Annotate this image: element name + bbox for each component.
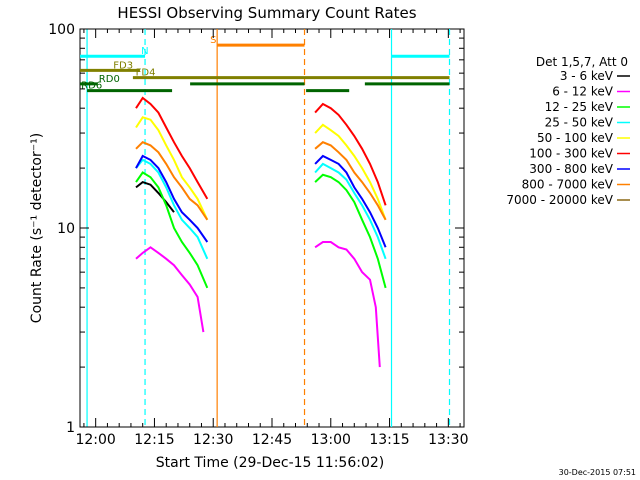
legend-label-2: 12 - 25 keV xyxy=(545,100,614,114)
x-tick-label-0: 12:00 xyxy=(75,432,115,448)
timestamp-label: 30-Dec-2015 07:51 xyxy=(559,468,636,477)
x-axis-label: Start Time (29-Dec-15 11:56:02) xyxy=(156,455,384,471)
series-lines xyxy=(135,96,387,368)
legend-label-4: 50 - 100 keV xyxy=(537,131,614,145)
series-1-segment-0 xyxy=(135,246,205,333)
x-tick-label-2: 12:30 xyxy=(193,432,233,448)
series-5-segment-0 xyxy=(135,96,209,200)
legend-label-6: 300 - 800 keV xyxy=(529,162,613,176)
y-tick-label-2: 100 xyxy=(48,22,75,38)
series-4-segment-1 xyxy=(314,123,387,221)
y-axis: 1 10 100 xyxy=(48,22,464,436)
y-tick-label-0: 1 xyxy=(66,420,75,436)
flag-rd0-label: RD0 xyxy=(99,74,120,85)
series-1-segment-1 xyxy=(314,241,381,368)
x-tick-label-4: 13:00 xyxy=(311,432,351,448)
series-6-segment-1 xyxy=(314,154,387,248)
legend-label-8: 7000 - 20000 keV xyxy=(506,193,613,207)
legend-header: Det 1,5,7, Att 0 xyxy=(536,55,628,69)
y-axis-label: Count Rate (s⁻¹ detector⁻¹) xyxy=(29,133,45,323)
y-tick-label-1: 10 xyxy=(57,221,75,237)
series-2-segment-1 xyxy=(314,173,387,289)
flag-n-label: N xyxy=(141,46,148,57)
x-tick-label-3: 12:45 xyxy=(252,432,292,448)
legend-label-0: 3 - 6 keV xyxy=(560,69,614,83)
x-tick-label-6: 13:30 xyxy=(428,432,468,448)
x-axis: 12:00 12:15 12:30 12:45 13:00 13:15 13:30 xyxy=(75,29,469,448)
series-2-segment-0 xyxy=(135,171,209,289)
flag-fd3-label: FD3 xyxy=(113,60,133,71)
flag-rd6-label: RD6 xyxy=(81,81,102,92)
legend-label-7: 800 - 7000 keV xyxy=(522,178,614,192)
legend-label-3: 25 - 50 keV xyxy=(545,116,614,130)
series-3-segment-1 xyxy=(314,162,387,260)
x-tick-label-5: 13:15 xyxy=(369,432,409,448)
series-4-segment-0 xyxy=(135,116,209,221)
flag-fd4-label: FD4 xyxy=(136,68,156,79)
chart-title: HESSI Observing Summary Count Rates xyxy=(117,4,416,22)
series-5-segment-1 xyxy=(314,102,387,206)
series-3-segment-0 xyxy=(135,158,209,260)
flag-s-label: S xyxy=(210,35,216,46)
legend-label-5: 100 - 300 keV xyxy=(529,147,613,161)
series-7-segment-1 xyxy=(314,141,387,221)
series-0-segment-0 xyxy=(135,180,175,213)
series-7-segment-0 xyxy=(135,141,209,221)
series-6-segment-0 xyxy=(135,154,209,243)
x-tick-label-1: 12:15 xyxy=(134,432,174,448)
legend-label-1: 6 - 12 keV xyxy=(552,85,614,99)
